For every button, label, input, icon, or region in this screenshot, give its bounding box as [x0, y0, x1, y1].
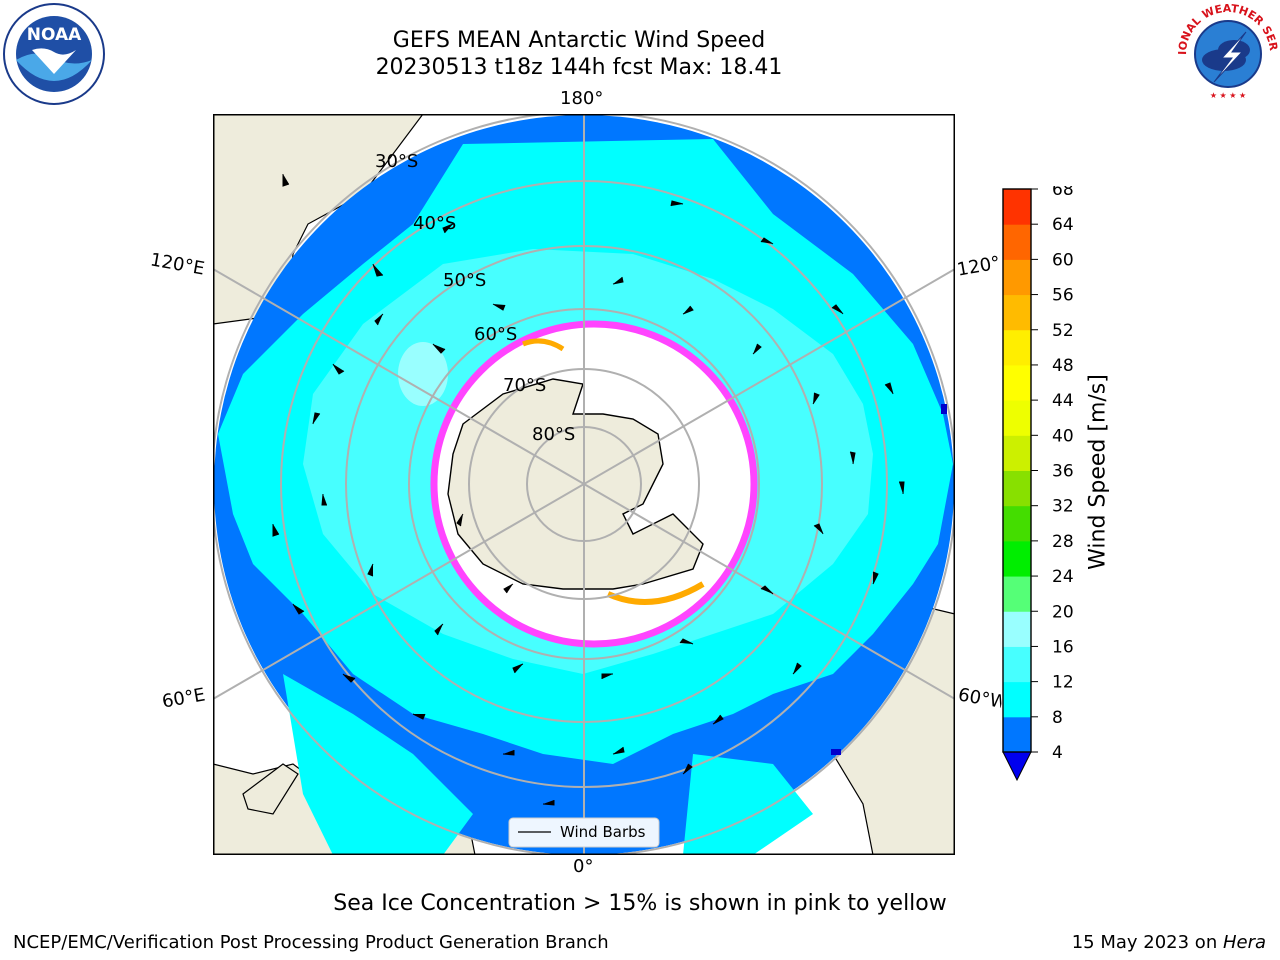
colorbar-tick-label: 64 — [1052, 215, 1074, 235]
parallel-label-80s: 80°S — [532, 424, 576, 445]
colorbar-tick-label: 44 — [1052, 391, 1074, 411]
colorbar-label: Wind Speed [m/s] — [1085, 374, 1111, 570]
polar-map: Wind Barbs — [213, 114, 955, 855]
colorbar-segment — [1003, 224, 1031, 260]
colorbar-tick-label: 16 — [1052, 637, 1074, 657]
parallel-label-30s: 30°S — [375, 151, 419, 172]
sea-ice-note: Sea Ice Concentration > 15% is shown in … — [333, 891, 947, 916]
noaa-logo-text: NOAA — [27, 25, 82, 45]
colorbar-segment — [1003, 259, 1031, 296]
national-weather-service-logo: NATIONAL WEATHER SERVICE ★ ★ ★ ★ — [1176, 2, 1280, 104]
colorbar-tick-label: 48 — [1052, 356, 1074, 376]
meridian-label-120w: 120°W — [955, 252, 1003, 281]
sea-ice-high-concentration-2 — [522, 338, 565, 352]
noaa-logo: NOAA — [3, 3, 105, 105]
colorbar-segment — [1003, 329, 1031, 366]
colorbar-segment — [1003, 681, 1031, 718]
date-stamp: 15 May 2023 on Hera — [1072, 932, 1266, 953]
chart-title: GEFS MEAN Antarctic Wind Speed — [392, 28, 766, 53]
colorbar-tick-label: 36 — [1052, 462, 1074, 482]
meridian-label-60e: 60°E — [160, 684, 207, 713]
colorbar-segment — [1003, 646, 1031, 683]
colorbar-extend-arrow — [1002, 751, 1032, 782]
colorbar-tick-label: 40 — [1052, 426, 1074, 446]
colorbar-segment — [1003, 716, 1031, 753]
colorbar-tick-label: 68 — [1052, 186, 1074, 200]
colorbar-segment — [1003, 505, 1031, 542]
colorbar-tick-label: 60 — [1052, 250, 1074, 270]
land-madagascar — [242, 763, 299, 815]
colorbar-tick-label: 8 — [1052, 708, 1063, 728]
colorbar-tick-label: 28 — [1052, 532, 1074, 552]
credit-text: NCEP/EMC/Verification Post Processing Pr… — [13, 932, 609, 953]
colorbar-tick-label: 56 — [1052, 286, 1074, 306]
colorbar-segment — [1003, 364, 1031, 401]
colorbar-segment — [1003, 611, 1031, 647]
colorbar-tick-label: 24 — [1052, 567, 1074, 587]
colorbar-segment — [1003, 576, 1031, 612]
colorbar-segment — [1003, 540, 1031, 577]
meridian-label-180: 180° — [560, 88, 604, 109]
colorbar-segments — [1003, 189, 1031, 753]
parallel-label-50s: 50°S — [443, 270, 487, 291]
wind-band-outer-patch — [283, 674, 473, 855]
meridian-label-120e: 120°E — [148, 249, 207, 280]
colorbar-tick-label: 12 — [1052, 673, 1074, 693]
land-australia — [213, 114, 424, 325]
meridian-label-60w: 60°W — [956, 684, 1004, 713]
parallel-label-70s: 70°S — [503, 375, 547, 396]
wind-barbs-legend: Wind Barbs — [508, 817, 660, 848]
sea-ice-high-concentration — [606, 581, 705, 605]
wind-band-outer-patch-2 — [683, 754, 813, 855]
meridian-label-0: 0° — [573, 856, 594, 877]
colorbar-segment — [1003, 294, 1031, 331]
colorbar-tick-label: 20 — [1052, 602, 1074, 622]
colorbar-segment — [1003, 435, 1031, 471]
colorbar-segment — [1003, 400, 1031, 436]
parallel-label-60s: 60°S — [474, 324, 518, 345]
colorbar-tick-label: 32 — [1052, 497, 1074, 517]
colorbar-tick-label: 52 — [1052, 321, 1074, 341]
date-text: 15 May 2023 on — [1071, 932, 1223, 953]
map-border — [213, 114, 955, 855]
chart-subtitle: 20230513 t18z 144h fcst Max: 18.41 — [375, 55, 783, 80]
wind-barbs — [272, 174, 905, 806]
star-icon: ★ ★ ★ ★ — [1210, 91, 1246, 100]
colorbar-segment — [1003, 470, 1031, 507]
colorbar-segment — [1003, 189, 1031, 225]
graticule — [213, 114, 955, 855]
parallel-label-40s: 40°S — [413, 213, 457, 234]
machine-name: Hera — [1222, 932, 1266, 953]
legend-label: Wind Barbs — [560, 823, 646, 841]
colorbar-tick-label: 4 — [1052, 743, 1063, 763]
